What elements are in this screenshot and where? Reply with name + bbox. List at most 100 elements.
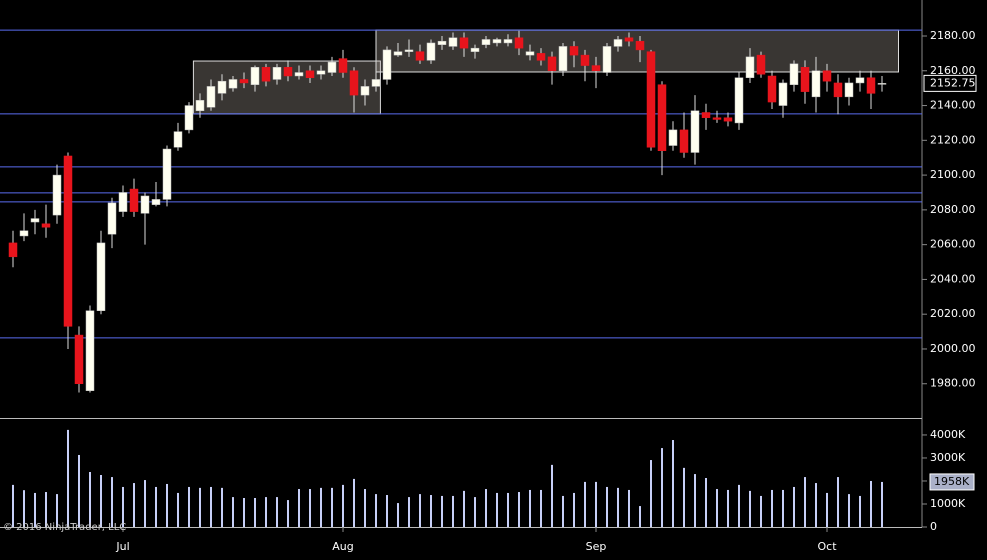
candle-body [701,112,711,118]
candle-body [602,46,612,73]
candle-body [360,86,370,96]
candle-body [734,77,744,124]
candle-body [668,129,678,146]
candle-body [63,155,73,327]
candle-body [239,79,249,84]
candle-body [338,58,348,73]
candle-body [844,82,854,98]
candle-body [162,148,172,200]
candle-body [415,51,425,61]
candle-body [833,82,843,98]
x-tick-label: Oct [817,540,837,553]
candle-body [316,70,326,75]
candle-body [778,82,788,106]
candle-body [349,70,359,96]
candle-body [580,54,590,66]
candle-body [250,67,260,85]
zone [375,29,899,73]
candle-body [426,42,436,61]
candle-body [635,40,645,51]
candle-body [118,192,128,212]
candle-body [822,70,832,82]
y-tick-label: 2040.00 [930,272,976,285]
volume-tick-label: 4000K [930,428,966,441]
candle-body [327,61,337,73]
volume-tick-label: 0 [930,520,937,533]
last-price-label: 2152.75 [930,76,976,89]
candle-body [85,310,95,391]
last-volume-label: 1958K [934,475,970,488]
y-tick-label: 2100.00 [930,168,976,181]
candle-body [459,37,469,49]
candle-body [547,56,557,72]
candle-body [866,77,876,94]
candle-body [811,70,821,98]
candle-body [261,67,271,82]
candle-body [173,131,183,148]
candle-body [404,49,414,52]
candle-body [272,67,282,80]
candle-body [228,79,238,89]
candle-body [492,39,502,44]
y-tick-label: 2020.00 [930,307,976,320]
candle-body [96,242,106,311]
last-volume-box [929,473,975,491]
candle-body [151,199,161,205]
candle-body [184,105,194,131]
candle-body [525,51,535,56]
candle-body [591,65,601,72]
y-tick-label: 2160.00 [930,64,976,77]
x-tick-label: Aug [332,540,353,553]
y-tick-label: 2180.00 [930,29,976,42]
x-tick-label: Sep [586,540,607,553]
candle-body [558,46,568,72]
candle-body [107,202,117,235]
candle-body [855,77,865,84]
candle-body [646,51,656,148]
candle-body [624,37,634,42]
candle-body [437,40,447,45]
y-tick-label: 2120.00 [930,133,976,146]
y-tick-label: 2080.00 [930,203,976,216]
candle-body [195,100,205,112]
volume-tick-label: 3000K [930,451,966,464]
candle-body [712,117,722,120]
candle-body [800,67,810,92]
candle-body [569,46,579,56]
y-tick-label: 2060.00 [930,238,976,251]
candle-body [448,37,458,47]
candle-body [19,230,29,237]
candle-body [745,56,755,78]
candle-body [129,188,139,212]
candle-body [514,37,524,49]
candle-body [723,117,733,122]
candle-body [503,39,513,44]
candle-body [74,334,84,384]
candle-body [52,174,62,216]
candle-body [30,218,40,223]
candle-body [877,83,887,85]
candle-body [305,70,315,78]
candle-body [393,51,403,56]
candle-body [283,67,293,77]
watermark: © 2016 NinjaTrader, LLC [3,522,126,533]
candle-body [767,75,777,103]
candle-body [470,47,480,52]
candle-body [679,129,689,153]
candle-body [41,223,51,228]
candle-body [371,79,381,87]
candle-body [756,54,766,75]
y-tick-label: 1980.00 [930,377,976,390]
candle-body [613,39,623,47]
candle-body [140,195,150,214]
candle-body [789,63,799,85]
candle-body [536,53,546,61]
candle-body [294,72,304,77]
x-tick-label: Jul [115,540,129,553]
candle-body [382,49,392,80]
last-price-box [923,74,977,92]
candle-body [690,110,700,153]
candle-body [481,39,491,45]
